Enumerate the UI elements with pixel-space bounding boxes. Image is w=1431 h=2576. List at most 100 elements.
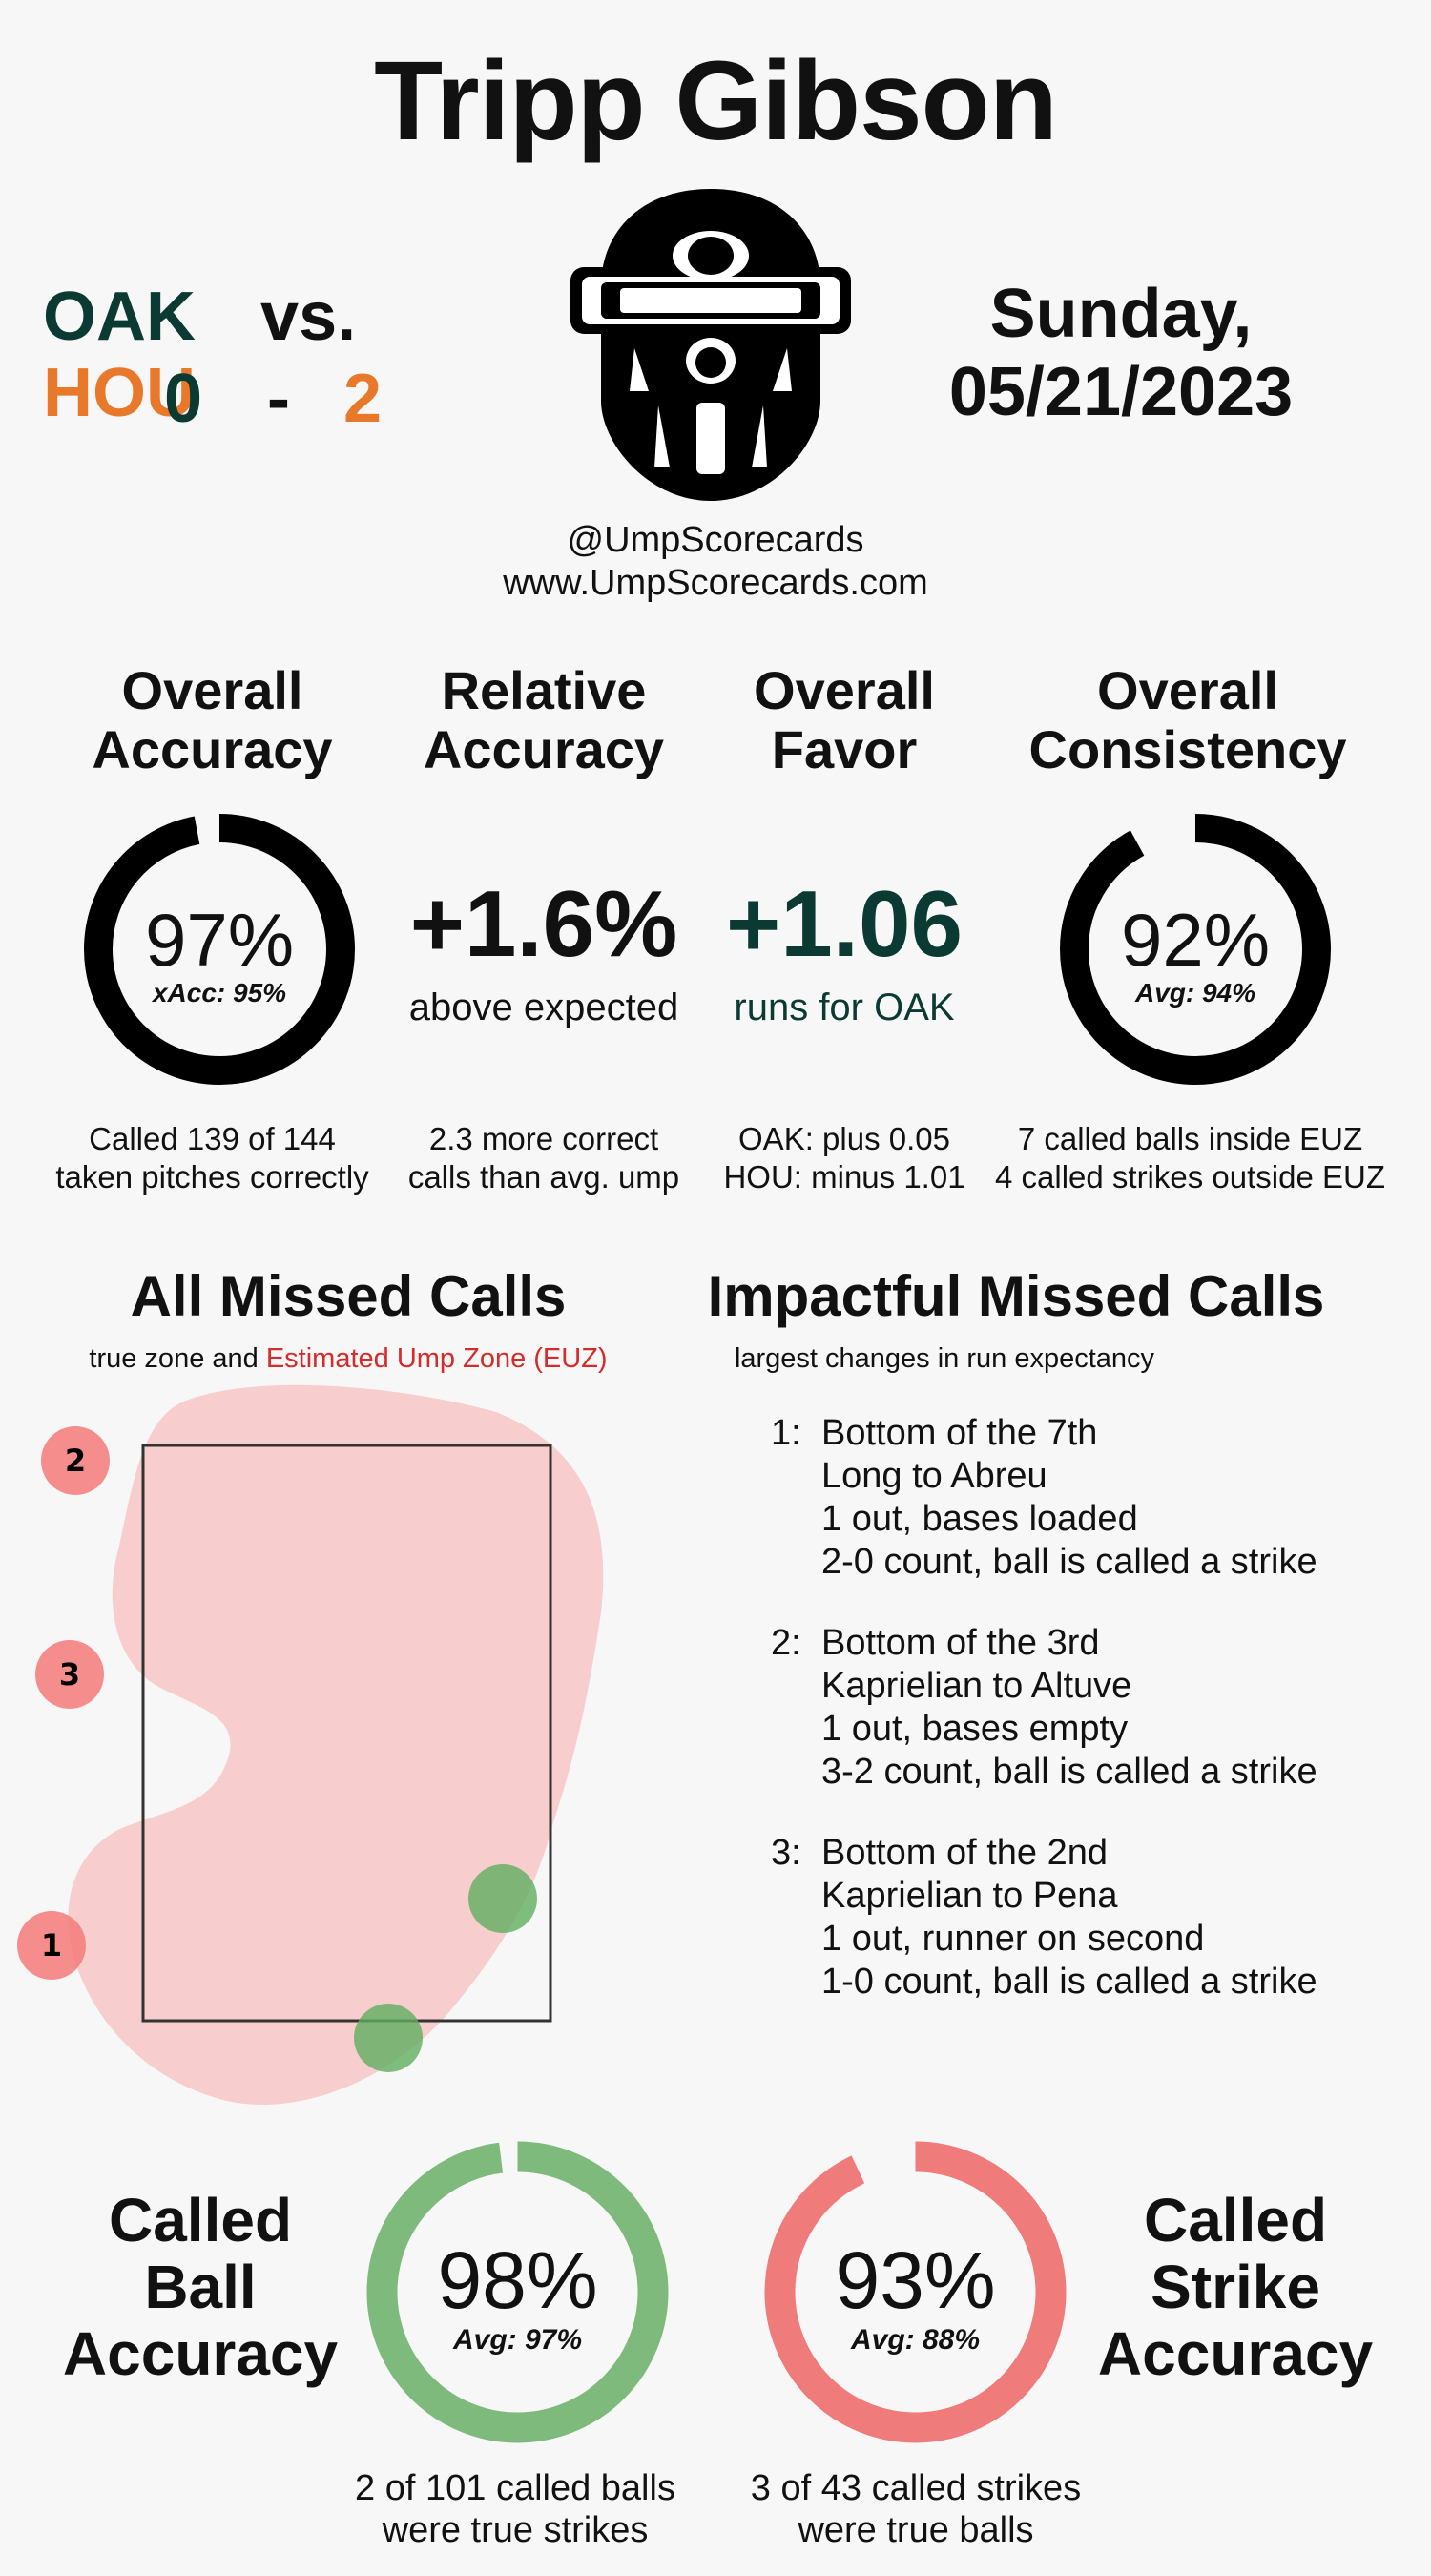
missed-call-label: 3 xyxy=(59,1656,80,1693)
missed-call-point xyxy=(468,1864,537,1933)
foot-line: 7 called balls inside EUZ xyxy=(1017,1121,1363,1156)
called-ball-foot: 2 of 101 called balls were true strikes xyxy=(315,2467,716,2551)
overall-favor-title: Overall Favor xyxy=(706,661,983,779)
title-line: Called xyxy=(1143,2186,1328,2254)
foot-line: 3 of 43 called strikes xyxy=(750,2468,1082,2508)
overall-consistency-title: Overall Consistency xyxy=(1002,661,1374,779)
missed-call-point xyxy=(35,1640,104,1709)
call-number: 1: xyxy=(771,1413,801,1453)
missed-call-point xyxy=(17,1911,86,1980)
call-count: 3-2 count, ball is called a strike xyxy=(821,1752,1317,1792)
ring-arc xyxy=(366,2141,669,2443)
title-line: Relative xyxy=(441,660,647,720)
umpire-mask-icon xyxy=(563,181,859,510)
relative-accuracy-foot: 2.3 more correct calls than avg. ump xyxy=(396,1120,692,1196)
called-ball-value: 98% xyxy=(437,2235,598,2325)
called-strike-avg: Avg: 88% xyxy=(850,2324,981,2356)
impactful-title: Impactful Missed Calls xyxy=(707,1264,1325,1328)
missed-call-point xyxy=(354,2004,423,2072)
foot-line: 4 called strikes outside EUZ xyxy=(994,1159,1385,1195)
foot-line: OAK: plus 0.05 xyxy=(738,1121,950,1156)
impactful-call-3: 3: Bottom of the 2nd Kaprielian to Pena … xyxy=(771,1832,1400,2013)
credit-website: www.UmpScorecards.com xyxy=(503,563,928,603)
relative-accuracy-sub: above expected xyxy=(408,987,679,1028)
title-line: Accuracy xyxy=(62,2319,339,2388)
title-line: Consistency xyxy=(1028,719,1347,779)
title-line: Strike xyxy=(1151,2253,1320,2321)
title-line: Overall xyxy=(121,660,303,720)
vs-label: vs. xyxy=(260,279,357,355)
title-line: Accuracy xyxy=(92,719,333,779)
foot-line: taken pitches correctly xyxy=(55,1159,369,1195)
missed-calls-title: All Missed Calls xyxy=(130,1264,567,1328)
call-matchup: Long to Abreu xyxy=(821,1456,1047,1496)
call-matchup: Kaprielian to Altuve xyxy=(821,1666,1132,1706)
missed-calls-subtitle: true zone and Estimated Ump Zone (EUZ) xyxy=(38,1343,658,1375)
euz-label: Estimated Ump Zone (EUZ) xyxy=(265,1343,608,1374)
overall-accuracy-foot: Called 139 of 144 taken pitches correctl… xyxy=(29,1120,396,1196)
called-ball-title: Called Ball Accuracy xyxy=(38,2187,363,2387)
game-date: 05/21/2023 xyxy=(948,354,1294,430)
matchup-teams: OAK vs. HOU xyxy=(43,279,539,431)
score-separator: - xyxy=(267,361,290,437)
title-line: Overall xyxy=(1097,660,1278,720)
overall-favor-value: +1.06 xyxy=(726,871,963,976)
home-score: 2 xyxy=(343,361,383,437)
missed-call-point xyxy=(41,1426,110,1495)
overall-favor-foot: OAK: plus 0.05 HOU: minus 1.01 xyxy=(701,1120,987,1196)
strike-zone xyxy=(141,1444,552,2023)
impactful-subtitle: largest changes in run expectancy xyxy=(734,1343,1155,1374)
overall-accuracy-ring: 97% xAcc: 95% xyxy=(81,811,358,1088)
foot-line: HOU: minus 1.01 xyxy=(723,1159,965,1195)
overall-consistency-foot: 7 called balls inside EUZ 4 called strik… xyxy=(978,1120,1402,1196)
missed-call-label: 1 xyxy=(41,1927,62,1963)
game-weekday: Sunday, xyxy=(989,276,1253,352)
call-inning: Bottom of the 2nd xyxy=(821,1833,1108,1873)
call-number: 3: xyxy=(771,1833,801,1873)
subtitle-prefix: true zone and xyxy=(89,1343,259,1374)
call-count: 2-0 count, ball is called a strike xyxy=(821,1542,1317,1582)
title-line: Accuracy xyxy=(1097,2319,1374,2388)
overall-consistency-avg: Avg: 94% xyxy=(1134,978,1256,1008)
call-situation: 1 out, runner on second xyxy=(821,1919,1205,1959)
ring-arc xyxy=(1060,814,1331,1085)
foot-line: Called 139 of 144 xyxy=(89,1121,336,1156)
title-line: Overall xyxy=(754,660,935,720)
overall-accuracy-value: 97% xyxy=(144,898,295,982)
call-number: 2: xyxy=(771,1623,801,1663)
overall-accuracy-title: Overall Accuracy xyxy=(57,661,367,779)
impactful-call-2: 2: Bottom of the 3rd Kaprielian to Altuv… xyxy=(771,1622,1400,1803)
overall-consistency-ring: 92% Avg: 94% xyxy=(1057,811,1334,1088)
umpire-name: Tripp Gibson xyxy=(374,38,1058,164)
called-strike-ring: 93% Avg: 88% xyxy=(760,2137,1070,2447)
missed-call-label: 2 xyxy=(65,1443,86,1479)
called-ball-ring: 98% Avg: 97% xyxy=(363,2137,673,2447)
ring-arc xyxy=(764,2141,1067,2443)
title-line: Ball xyxy=(144,2253,257,2321)
called-ball-avg: Avg: 97% xyxy=(452,2324,583,2356)
away-score: 0 xyxy=(164,361,203,437)
euz-region xyxy=(68,1384,604,2105)
home-team: HOU xyxy=(43,355,196,431)
foot-line: were true balls xyxy=(798,2510,1034,2550)
impactful-call-1: 1: Bottom of the 7th Long to Abreu 1 out… xyxy=(771,1412,1400,1593)
overall-favor-sub: runs for OAK xyxy=(734,987,955,1028)
foot-line: calls than avg. ump xyxy=(407,1159,680,1195)
title-line: Called xyxy=(108,2186,293,2254)
call-situation: 1 out, bases empty xyxy=(821,1709,1129,1749)
relative-accuracy-value: +1.6% xyxy=(409,871,678,976)
title-line: Favor xyxy=(771,719,918,779)
relative-accuracy-title: Relative Accuracy xyxy=(391,661,696,779)
foot-line: were true strikes xyxy=(382,2510,649,2550)
call-inning: Bottom of the 3rd xyxy=(821,1623,1100,1663)
overall-consistency-value: 92% xyxy=(1120,898,1271,982)
call-situation: 1 out, bases loaded xyxy=(821,1499,1138,1539)
overall-accuracy-xacc: xAcc: 95% xyxy=(152,978,287,1008)
called-strike-foot: 3 of 43 called strikes were true balls xyxy=(716,2467,1116,2551)
called-strike-title: Called Strike Accuracy xyxy=(1073,2187,1398,2387)
foot-line: 2.3 more correct xyxy=(428,1121,659,1156)
call-count: 1-0 count, ball is called a strike xyxy=(821,1962,1317,2002)
title-line: Accuracy xyxy=(423,719,665,779)
credit-handle: @UmpScorecards xyxy=(567,520,864,560)
ring-arc xyxy=(84,814,355,1085)
